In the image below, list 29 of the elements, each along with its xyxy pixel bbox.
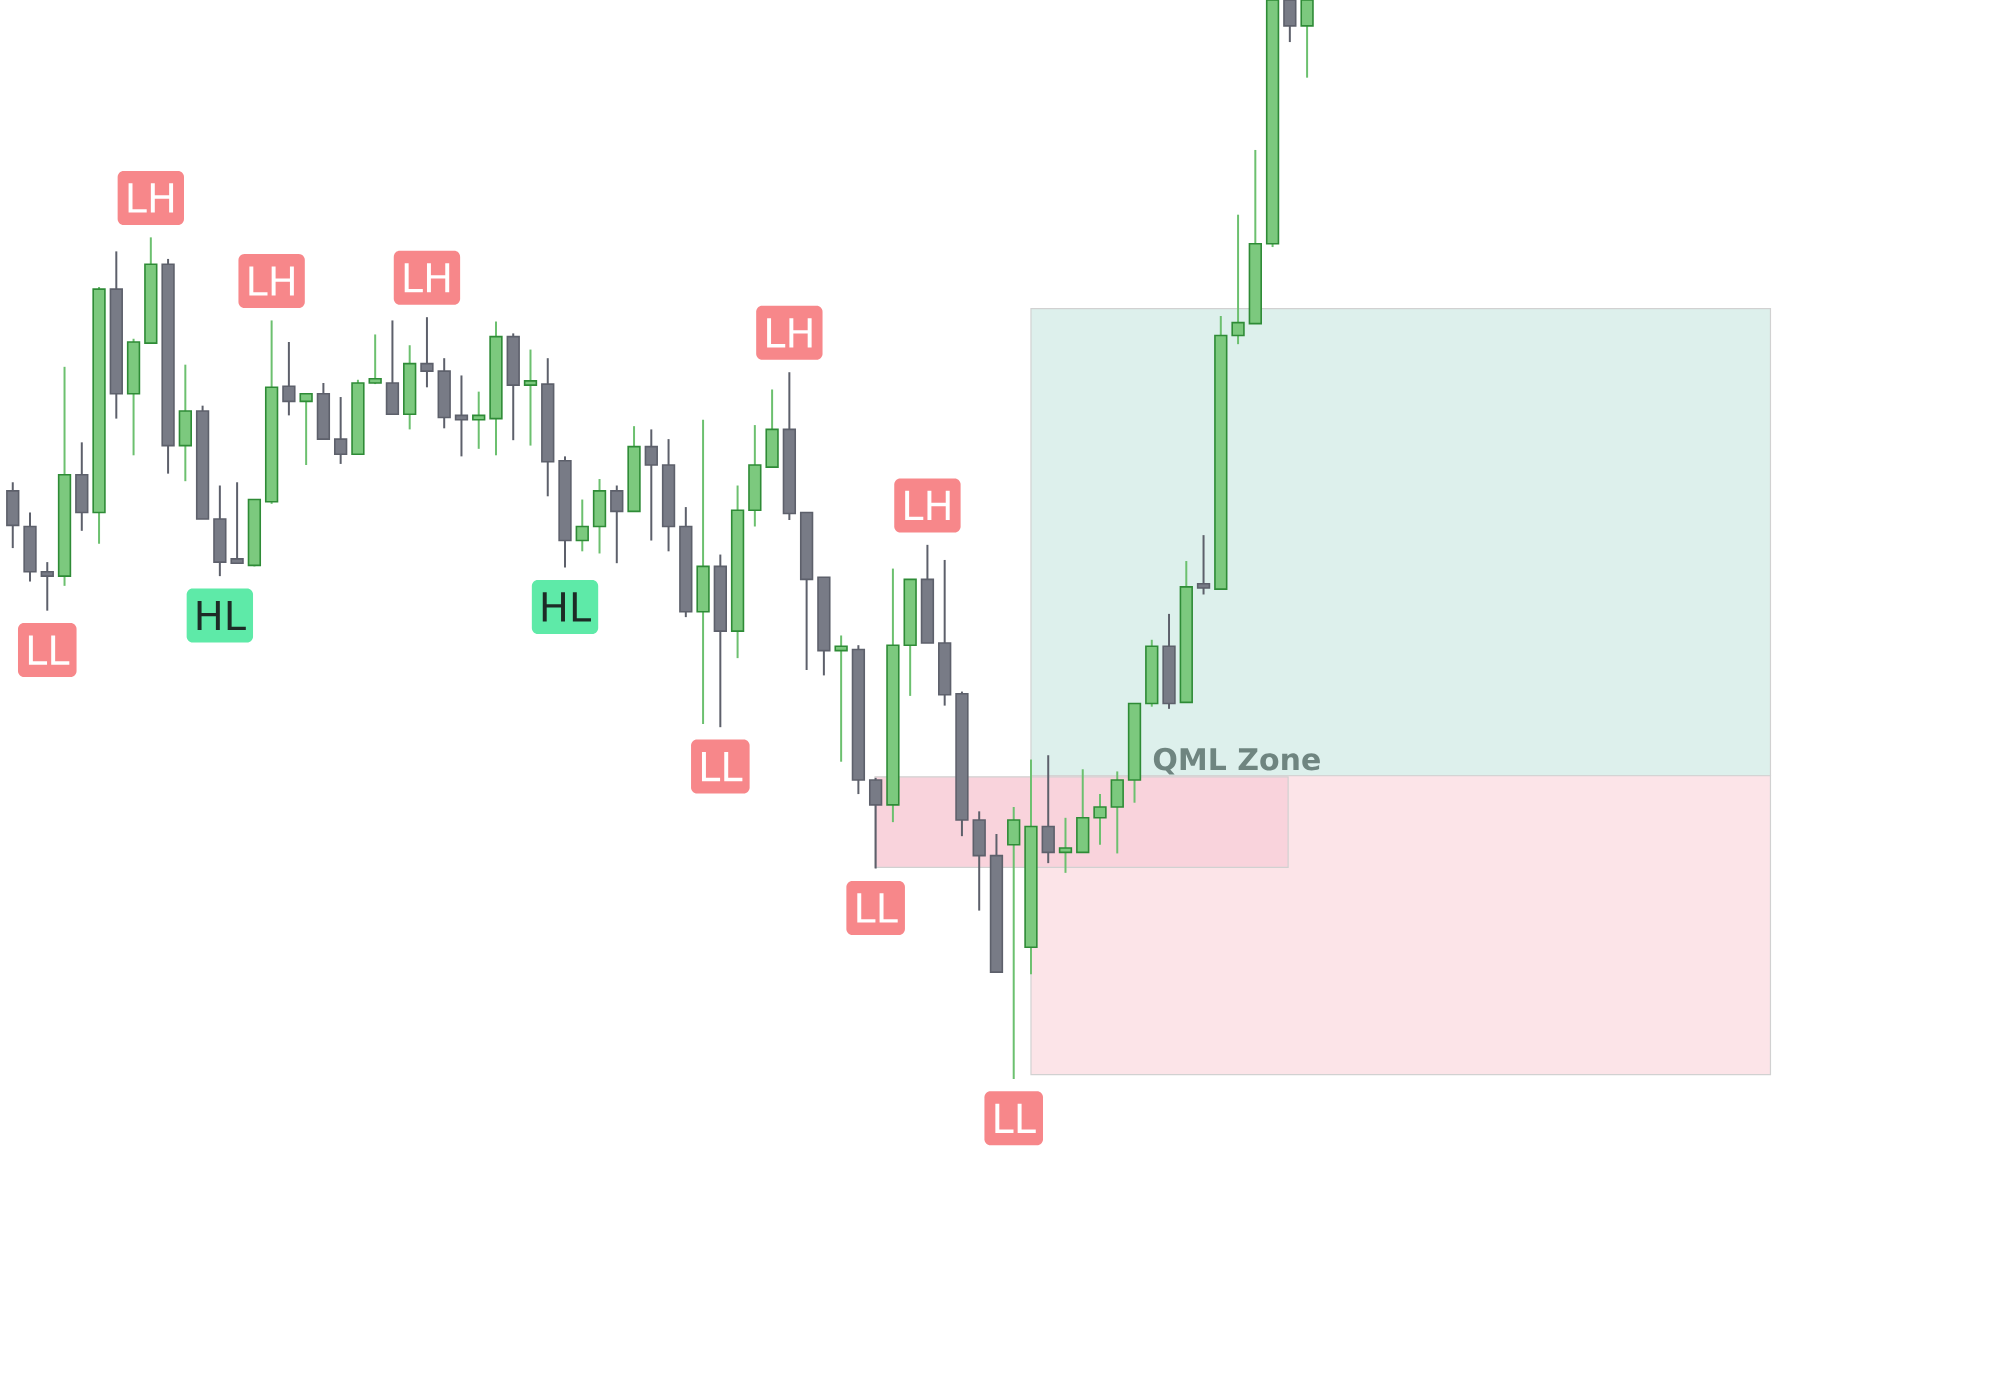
candlestick [610,484,624,565]
candlestick [523,348,538,447]
candlestick [1231,213,1245,346]
candlestick [1058,816,1073,874]
text: LH [905,490,950,521]
text: HL [197,600,246,631]
candlestick [1093,793,1107,846]
text: LL [701,752,743,782]
candlestick [299,392,313,467]
text: LH [767,318,812,348]
band-label: QML Zone [1153,747,1320,775]
text: HL [542,592,591,622]
text: LL [857,893,898,923]
candlestick [1007,806,1021,1080]
candlestick [420,316,434,389]
candlestick [333,396,348,465]
candlestick [644,428,658,542]
text: LL [28,635,70,665]
candlestick [40,561,54,612]
text: LH [249,266,294,296]
candlestick [834,634,848,763]
text: LH [128,183,174,213]
candlestick [575,498,589,553]
text: LH [404,263,450,293]
candlestick [282,341,296,417]
candlestick [1196,534,1211,596]
text: LL [995,1103,1036,1133]
candlestick [368,333,382,386]
candlestick [230,481,244,565]
